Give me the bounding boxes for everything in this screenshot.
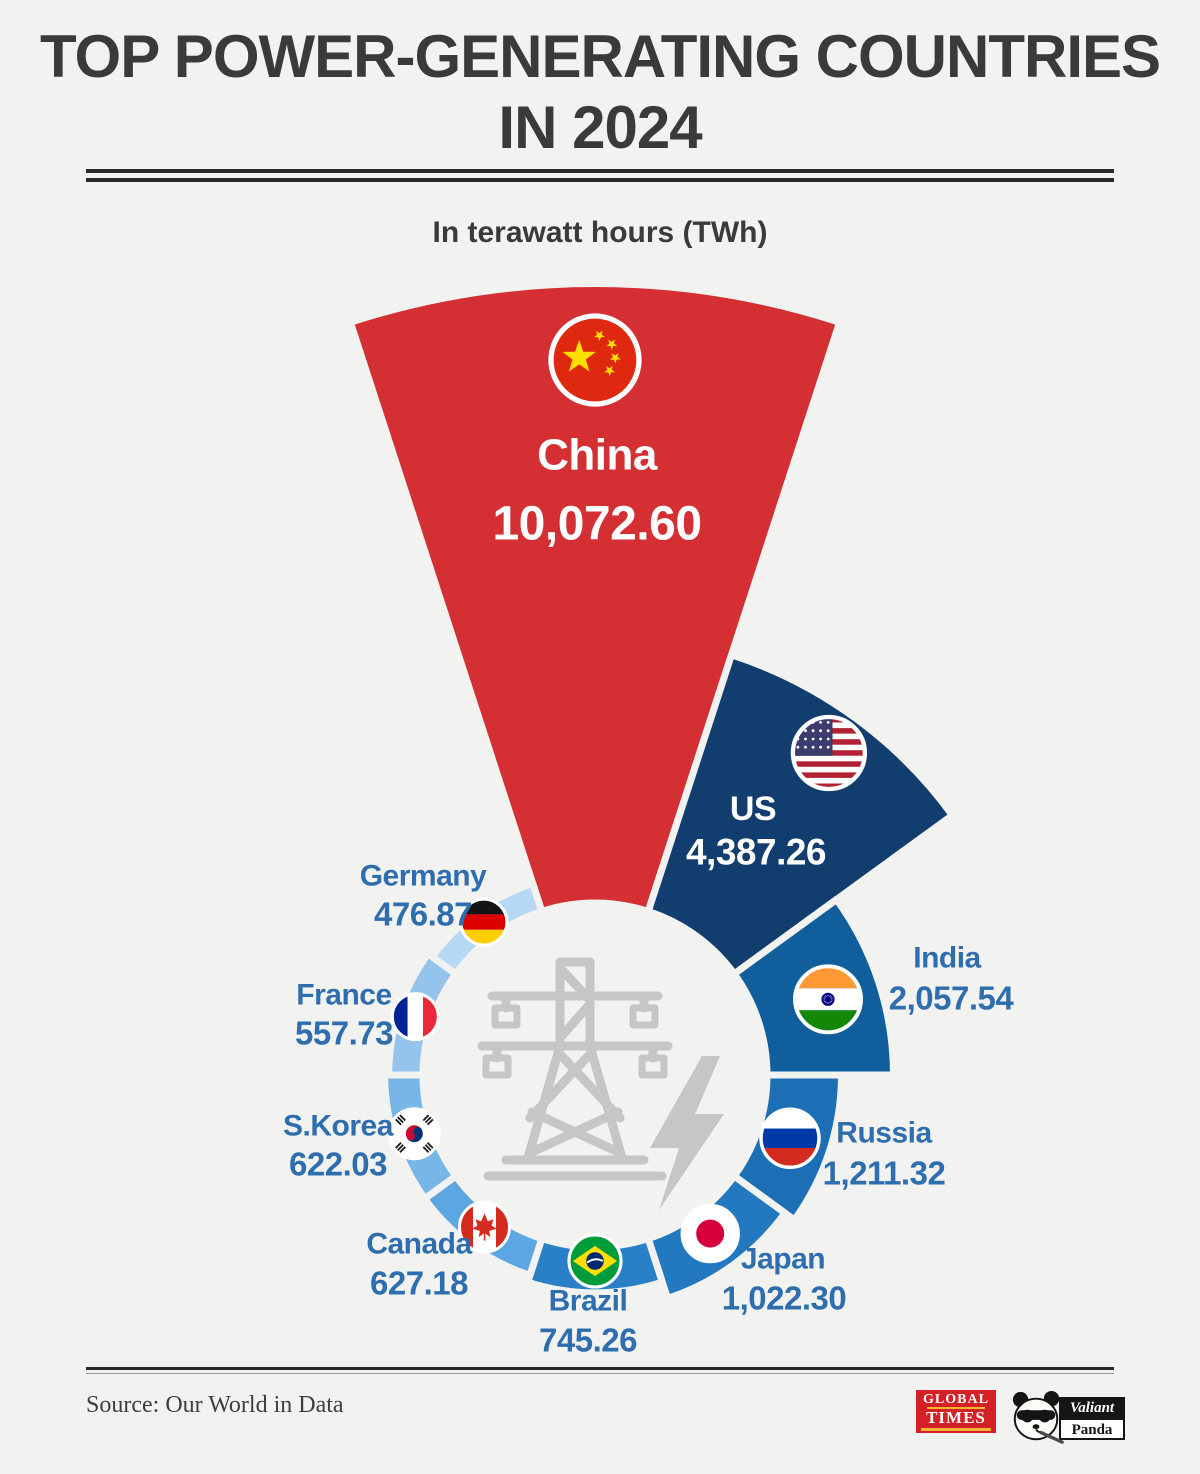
page-title: TOP POWER-GENERATING COUNTRIES IN 2024	[0, 22, 1200, 164]
label-russia-value: 1,211.32	[823, 1155, 946, 1192]
label-india-value: 2,057.54	[889, 980, 1015, 1017]
label-brazil-name: Brazil	[549, 1285, 628, 1318]
russia-flag-icon	[759, 1107, 821, 1170]
power-pylon-icon	[477, 957, 673, 1181]
page-title-line1: TOP POWER-GENERATING COUNTRIES	[39, 23, 1161, 90]
label-canada-name: Canada	[366, 1228, 472, 1261]
label-japan-name: Japan	[741, 1243, 825, 1276]
page-title-line2: IN 2024	[498, 93, 702, 161]
label-france-name: France	[296, 979, 391, 1012]
india-flag-icon	[793, 964, 863, 1035]
footer-divider	[86, 1367, 1114, 1374]
valiant-panda-line2: Panda	[1059, 1419, 1125, 1440]
label-france-value: 557.73	[295, 1015, 393, 1052]
china-flag-icon	[548, 313, 642, 407]
germany-flag-icon	[459, 897, 509, 947]
label-skorea-name: S.Korea	[283, 1110, 394, 1143]
label-china-name: China	[537, 431, 658, 480]
label-china-value: 10,072.60	[492, 498, 701, 551]
skorea-flag-icon	[387, 1107, 441, 1161]
source-credit: Source: Our World in Data	[86, 1392, 344, 1418]
france-flag-icon	[390, 992, 440, 1042]
label-japan-value: 1,022.30	[722, 1280, 846, 1317]
label-brazil-value: 745.26	[539, 1322, 637, 1359]
valiant-panda-logo: Valiant Panda	[1008, 1390, 1125, 1446]
label-russia-name: Russia	[836, 1117, 932, 1150]
label-germany-name: Germany	[360, 860, 487, 893]
label-us-name: US	[730, 790, 776, 828]
japan-flag-icon	[680, 1203, 740, 1264]
valiant-panda-wordmark: Valiant Panda	[1059, 1396, 1125, 1440]
label-germany-value: 476.87	[374, 896, 472, 933]
label-skorea-value: 622.03	[289, 1146, 387, 1183]
lightning-bolt-icon	[650, 1056, 724, 1210]
panda-icon	[1012, 1390, 1064, 1444]
us-flag-icon	[790, 714, 868, 792]
brazil-flag-icon	[567, 1233, 623, 1289]
footer-logos: GLOBAL TIMES Valiant Panda	[916, 1390, 1125, 1446]
chart-subtitle: In terawatt hours (TWh)	[432, 216, 768, 249]
global-times-logo-line1: GLOBAL	[923, 1392, 989, 1407]
label-canada-value: 627.18	[370, 1265, 468, 1302]
title-divider	[86, 169, 1114, 182]
label-us-value: 4,387.26	[686, 832, 826, 873]
label-india-name: India	[913, 942, 981, 975]
global-times-logo-baseline	[921, 1428, 991, 1431]
valiant-panda-line1: Valiant	[1059, 1396, 1125, 1420]
global-times-logo-divider	[927, 1407, 985, 1409]
canada-flag-icon	[458, 1200, 511, 1254]
global-times-logo: GLOBAL TIMES	[916, 1390, 996, 1433]
global-times-logo-line2: TIMES	[926, 1408, 986, 1427]
